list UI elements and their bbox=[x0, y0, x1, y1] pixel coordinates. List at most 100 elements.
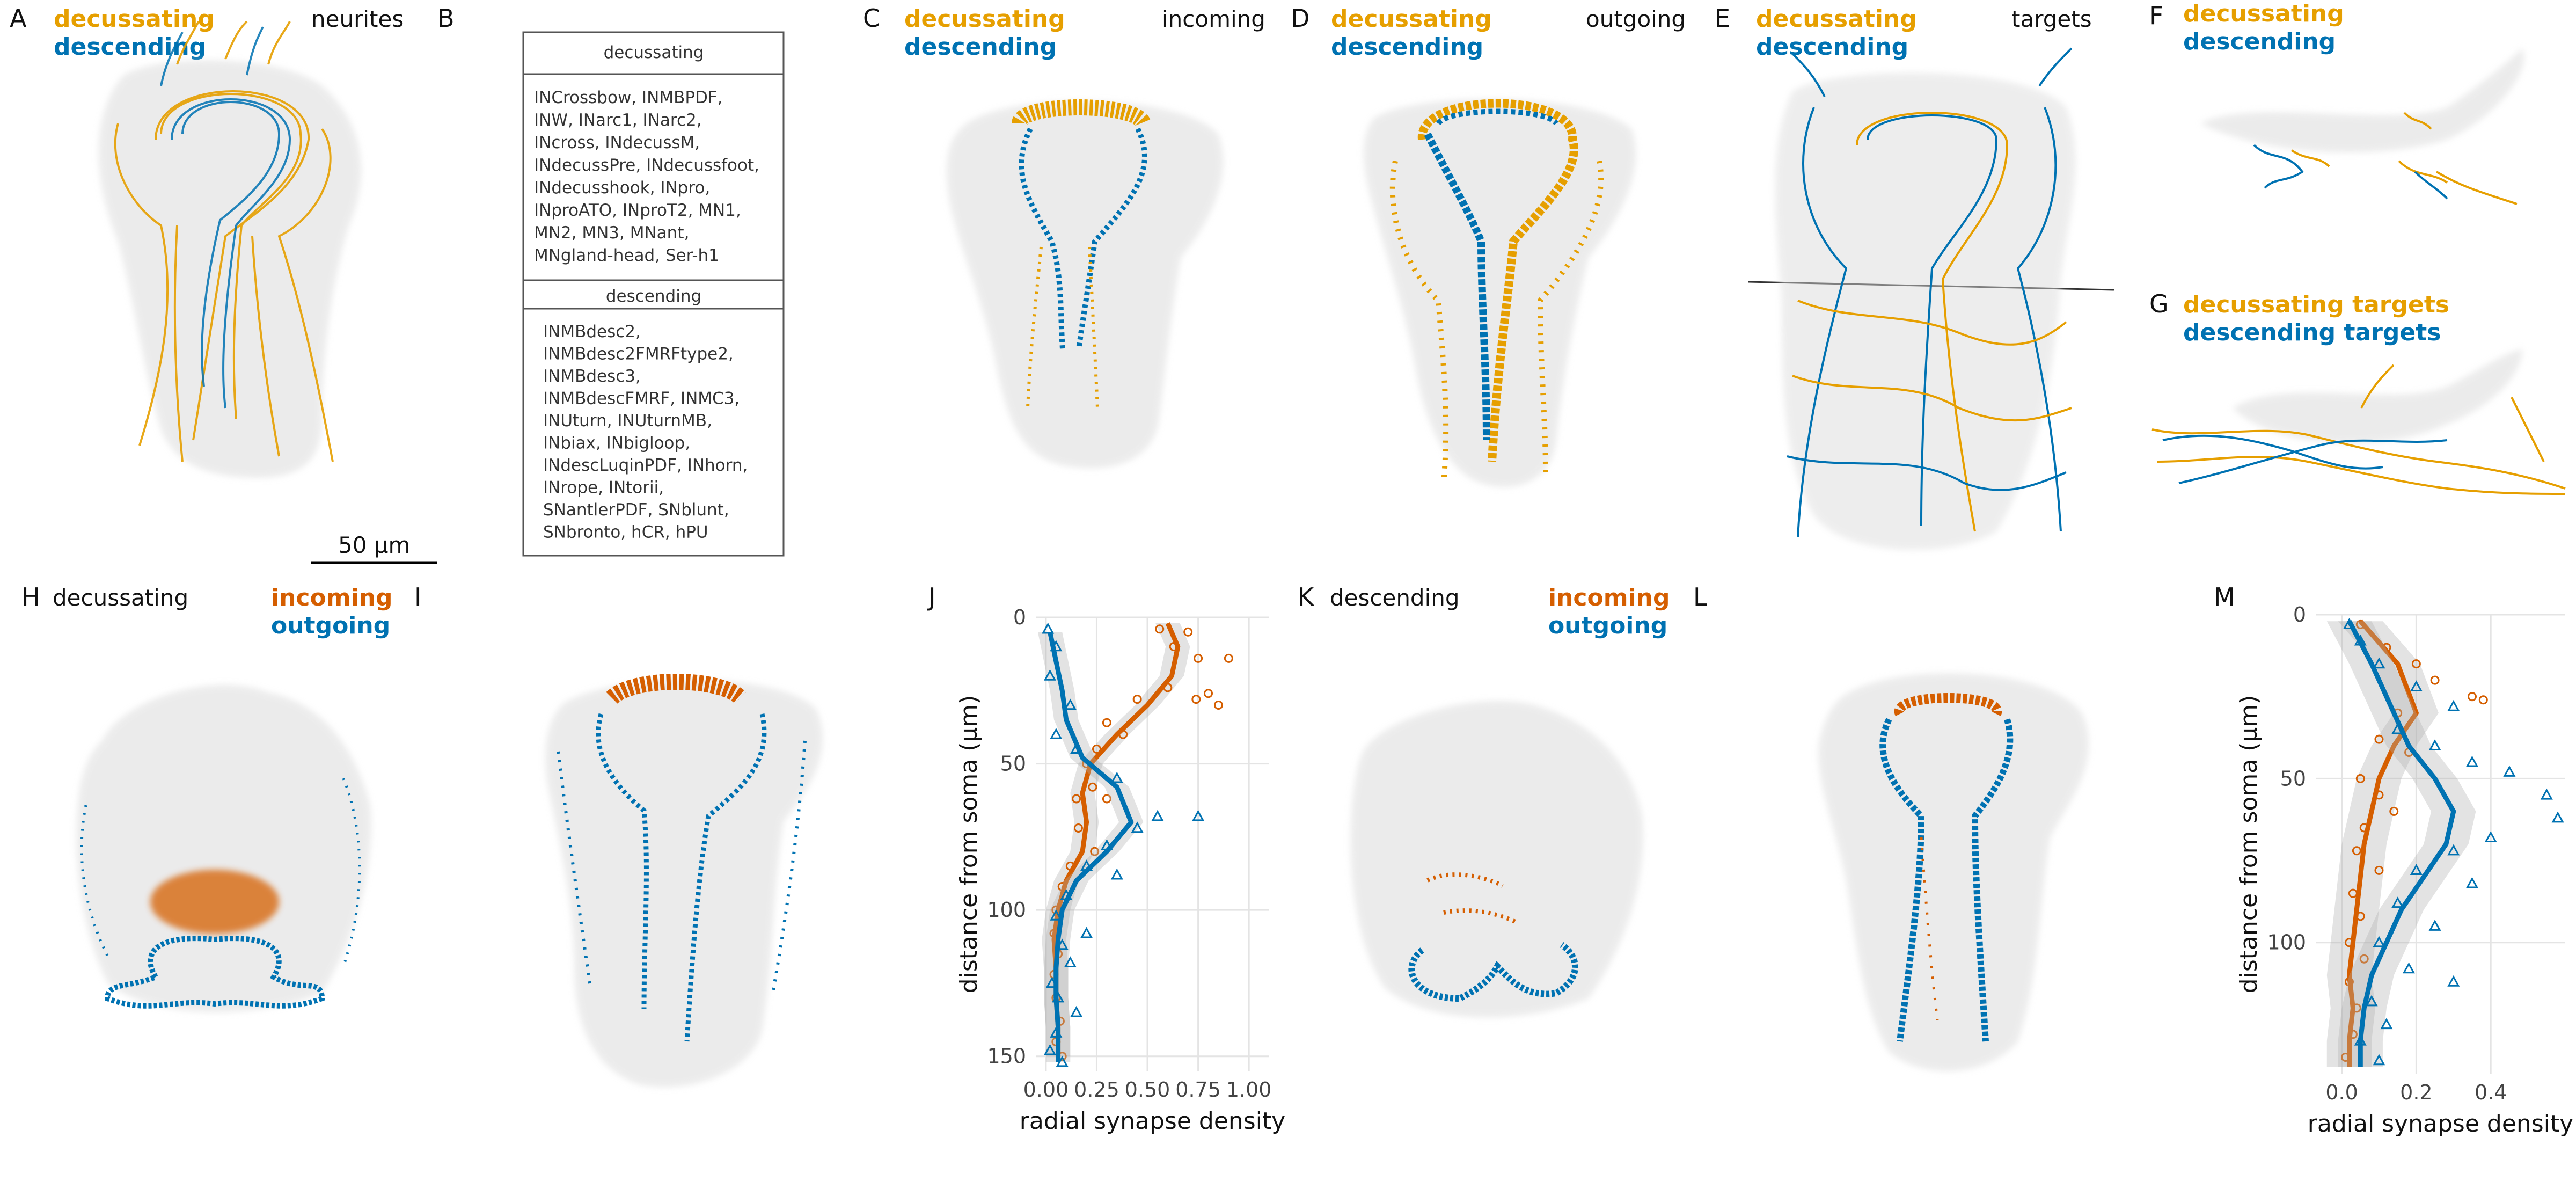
data-point bbox=[2411, 659, 2421, 669]
confidence-band bbox=[1037, 632, 1144, 1062]
y-tick-label: 100 bbox=[987, 898, 1026, 922]
y-tick-label: 50 bbox=[2280, 767, 2306, 790]
table-line: INcross, INdecussM, bbox=[534, 133, 700, 152]
table-line: INCrossbow, INMBPDF, bbox=[534, 88, 723, 107]
y-tick-label: 50 bbox=[1000, 752, 1026, 776]
data-point bbox=[1050, 727, 1063, 739]
data-point bbox=[1090, 847, 1100, 856]
table-line: INMBdesc3, bbox=[543, 367, 641, 386]
data-point bbox=[2380, 1018, 2393, 1030]
panel-title: targets bbox=[2011, 6, 2092, 32]
data-point bbox=[2428, 739, 2441, 750]
y-axis-title: distance from soma (μm) bbox=[2235, 695, 2263, 994]
data-point bbox=[1110, 771, 1123, 783]
y-tick-label: 0 bbox=[2293, 603, 2306, 626]
body-silhouette bbox=[545, 680, 823, 1088]
data-point bbox=[2465, 877, 2479, 888]
panel-m: M 0.0 0.2 0.4 0 50 100 radial synapse density d… bbox=[2214, 582, 2573, 1138]
smooth-line bbox=[2347, 620, 2456, 1067]
panel-letter-e: E bbox=[1715, 4, 1730, 33]
table-line: INrope, INtorii, bbox=[543, 478, 664, 498]
panel-k: K descending incoming outgoing bbox=[1298, 582, 1670, 1018]
panel-c: C decussating descending incoming bbox=[863, 4, 1265, 469]
data-point bbox=[2447, 975, 2460, 987]
y-tick-label: 150 bbox=[987, 1045, 1026, 1068]
decussating-neuron-list: INCrossbow, INMBPDF, INW, INarc1, INarc2,… bbox=[534, 88, 759, 265]
data-point bbox=[2343, 618, 2356, 630]
data-point bbox=[1151, 810, 1164, 821]
legend-incoming: incoming bbox=[271, 584, 392, 611]
x-axis-title: radial synapse density bbox=[2308, 1110, 2573, 1138]
data-point bbox=[1080, 859, 1093, 871]
data-point bbox=[2355, 912, 2365, 921]
x-tick-label: 0.0 bbox=[2325, 1081, 2358, 1104]
decussating-neurites bbox=[114, 20, 334, 462]
panel-letter-m: M bbox=[2214, 582, 2235, 611]
scale-bar-label: 50 μm bbox=[338, 532, 410, 558]
data-point bbox=[1080, 927, 1093, 938]
outgoing-synapses bbox=[1389, 99, 1604, 484]
synapse-points bbox=[1879, 693, 2014, 1042]
data-point bbox=[1065, 861, 1075, 871]
data-point bbox=[2373, 657, 2385, 669]
x-tick-label: 0.4 bbox=[2475, 1081, 2507, 1104]
x-tick-label: 0.00 bbox=[1023, 1078, 1069, 1102]
data-point bbox=[1118, 730, 1128, 739]
panel-letter-a: A bbox=[10, 4, 27, 33]
data-point bbox=[1070, 742, 1083, 754]
table-line: INMBdescFMRF, INMC3, bbox=[543, 389, 740, 409]
panel-title: descending bbox=[1330, 585, 1460, 611]
synapse-points bbox=[1408, 872, 1578, 1002]
data-point bbox=[1072, 794, 1081, 804]
legend-outgoing: outgoing bbox=[1548, 612, 1667, 639]
data-point bbox=[2503, 766, 2516, 777]
data-point bbox=[1131, 821, 1144, 833]
synapse-points bbox=[80, 778, 361, 1009]
data-point bbox=[2374, 865, 2384, 875]
data-point bbox=[1064, 956, 1077, 967]
data-point bbox=[1050, 1026, 1063, 1038]
body-silhouette bbox=[1818, 673, 2089, 1071]
x-tick-label: 1.00 bbox=[1226, 1078, 1272, 1102]
panel-f: F decussating descending bbox=[2149, 0, 2524, 205]
data-point bbox=[2428, 920, 2441, 931]
data-point bbox=[2359, 823, 2369, 833]
panel-letter-d: D bbox=[1291, 4, 1309, 33]
data-point bbox=[2402, 962, 2416, 974]
data-point bbox=[2348, 1030, 2358, 1039]
panel-letter-j: J bbox=[927, 582, 936, 611]
synapse-points bbox=[557, 674, 807, 1042]
data-point bbox=[1163, 683, 1173, 692]
confidence-band bbox=[2326, 621, 2476, 1067]
legend-decussating-targets: decussating targets bbox=[2183, 291, 2449, 318]
data-point bbox=[2348, 888, 2358, 898]
data-point bbox=[1045, 976, 1058, 988]
data-point bbox=[1110, 868, 1123, 880]
data-point bbox=[2341, 1052, 2351, 1062]
data-point bbox=[1092, 744, 1101, 754]
data-point bbox=[1057, 882, 1067, 892]
data-point bbox=[2465, 755, 2479, 767]
data-point bbox=[2354, 634, 2367, 646]
chart-m: 0.0 0.2 0.4 0 50 100 radial synapse density dis… bbox=[2235, 603, 2573, 1138]
panel-e: E decussating descending targets bbox=[1715, 4, 2115, 550]
x-axis-title: radial synapse density bbox=[1020, 1107, 1285, 1135]
data-point bbox=[1052, 991, 1065, 1003]
legend-decussating: decussating bbox=[2183, 0, 2344, 27]
data-point bbox=[1102, 718, 1111, 727]
data-point bbox=[1056, 938, 1069, 950]
panel-title: decussating bbox=[53, 585, 188, 611]
data-point bbox=[1043, 1044, 1057, 1055]
data-point bbox=[2373, 1054, 2385, 1066]
data-point bbox=[1056, 1055, 1069, 1067]
y-axis-title: distance from soma (μm) bbox=[955, 695, 983, 994]
data-point bbox=[1050, 909, 1063, 921]
table-header-decussating: decussating bbox=[604, 43, 704, 62]
legend-decussating: decussating bbox=[904, 5, 1065, 33]
body-silhouette bbox=[1350, 701, 1643, 1018]
data-point bbox=[2355, 774, 2365, 783]
y-tick-label: 100 bbox=[2267, 931, 2306, 954]
data-point bbox=[1194, 653, 1203, 663]
data-point bbox=[2410, 680, 2423, 692]
data-point bbox=[1169, 642, 1179, 652]
